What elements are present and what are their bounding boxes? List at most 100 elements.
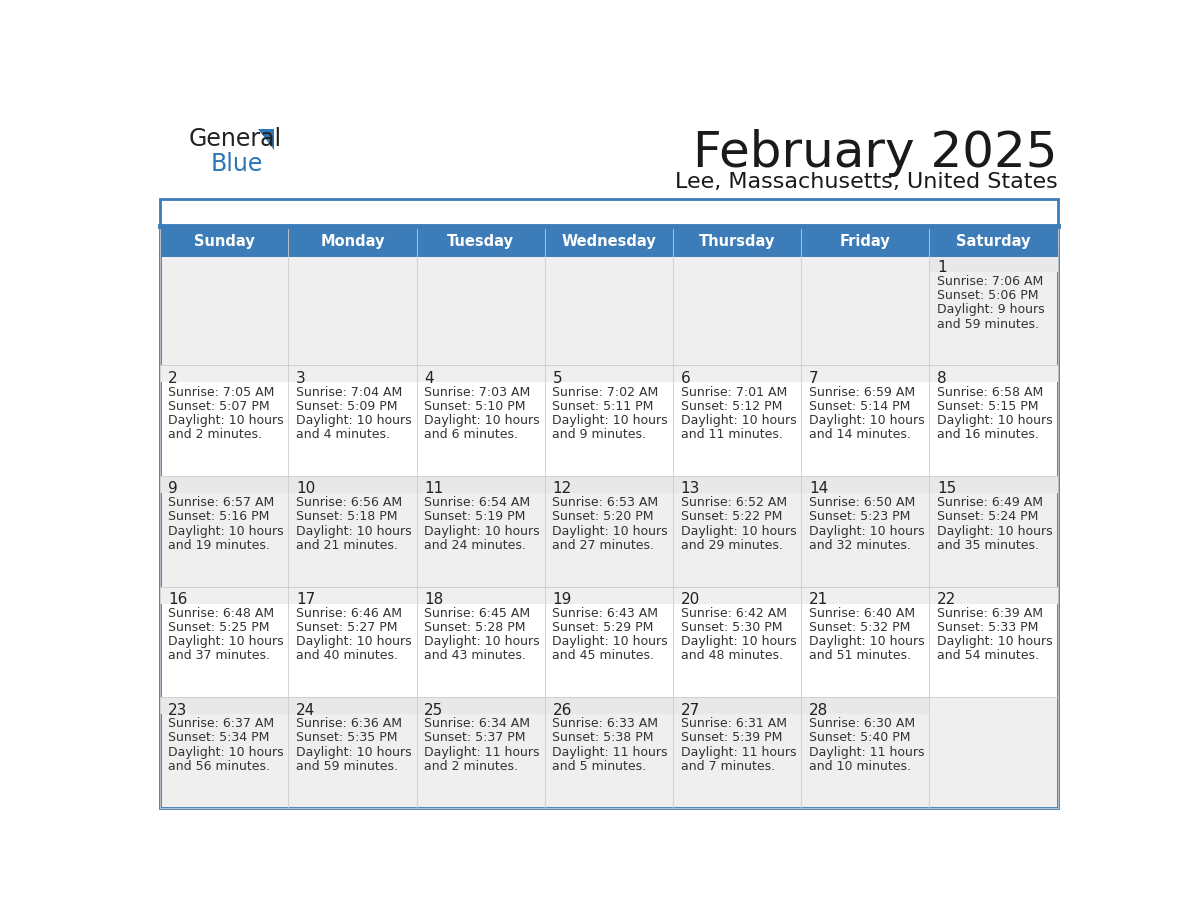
Text: Daylight: 10 hours: Daylight: 10 hours [937, 635, 1053, 648]
Text: and 19 minutes.: and 19 minutes. [168, 539, 270, 552]
Text: and 6 minutes.: and 6 minutes. [424, 428, 518, 442]
Text: Tuesday: Tuesday [447, 233, 514, 249]
Text: Sunrise: 7:04 AM: Sunrise: 7:04 AM [296, 386, 403, 398]
Text: 12: 12 [552, 481, 571, 497]
Text: and 2 minutes.: and 2 minutes. [168, 428, 261, 442]
Text: 9: 9 [168, 481, 178, 497]
Text: Daylight: 10 hours: Daylight: 10 hours [809, 524, 924, 538]
Text: Sunset: 5:30 PM: Sunset: 5:30 PM [681, 621, 782, 634]
Text: and 45 minutes.: and 45 minutes. [552, 649, 655, 663]
Text: 23: 23 [168, 702, 188, 718]
Text: Sunrise: 6:56 AM: Sunrise: 6:56 AM [296, 496, 403, 509]
Bar [289, 587, 417, 603]
Text: Sunset: 5:38 PM: Sunset: 5:38 PM [552, 732, 655, 744]
Text: Sunset: 5:28 PM: Sunset: 5:28 PM [424, 621, 526, 634]
Text: 16: 16 [168, 592, 188, 607]
Text: and 37 minutes.: and 37 minutes. [168, 649, 270, 663]
Text: Daylight: 10 hours: Daylight: 10 hours [168, 635, 284, 648]
Text: 15: 15 [937, 481, 956, 497]
Text: 20: 20 [681, 592, 700, 607]
Text: Daylight: 10 hours: Daylight: 10 hours [296, 414, 412, 427]
Text: Daylight: 10 hours: Daylight: 10 hours [681, 524, 796, 538]
Text: Lee, Massachusetts, United States: Lee, Massachusetts, United States [675, 172, 1057, 192]
Text: Sunrise: 6:46 AM: Sunrise: 6:46 AM [296, 607, 402, 620]
Text: Daylight: 11 hours: Daylight: 11 hours [424, 745, 539, 758]
Text: and 21 minutes.: and 21 minutes. [296, 539, 398, 552]
Text: Daylight: 9 hours: Daylight: 9 hours [937, 304, 1044, 317]
Text: 2: 2 [168, 371, 177, 386]
Text: Daylight: 10 hours: Daylight: 10 hours [168, 745, 284, 758]
Text: and 2 minutes.: and 2 minutes. [424, 760, 518, 773]
Text: Sunrise: 7:02 AM: Sunrise: 7:02 AM [552, 386, 659, 398]
Text: Sunset: 5:09 PM: Sunset: 5:09 PM [296, 399, 398, 413]
Text: Daylight: 10 hours: Daylight: 10 hours [168, 524, 284, 538]
Bar [160, 587, 289, 603]
Text: Blue: Blue [210, 151, 263, 175]
Bar [801, 587, 929, 603]
Text: 7: 7 [809, 371, 819, 386]
Text: Daylight: 10 hours: Daylight: 10 hours [552, 414, 668, 427]
Text: and 16 minutes.: and 16 minutes. [937, 428, 1040, 442]
Bar [160, 476, 289, 493]
Text: and 29 minutes.: and 29 minutes. [681, 539, 783, 552]
Text: Sunrise: 6:31 AM: Sunrise: 6:31 AM [681, 717, 786, 730]
Text: Sunset: 5:40 PM: Sunset: 5:40 PM [809, 732, 910, 744]
Bar [160, 476, 1057, 587]
Text: and 54 minutes.: and 54 minutes. [937, 649, 1040, 663]
Text: Sunrise: 7:06 AM: Sunrise: 7:06 AM [937, 274, 1043, 288]
Text: and 14 minutes.: and 14 minutes. [809, 428, 911, 442]
Text: Friday: Friday [840, 233, 891, 249]
Text: Sunset: 5:27 PM: Sunset: 5:27 PM [296, 621, 398, 634]
Bar [929, 476, 1057, 493]
Text: Sunset: 5:39 PM: Sunset: 5:39 PM [681, 732, 782, 744]
Text: Daylight: 10 hours: Daylight: 10 hours [296, 635, 412, 648]
Text: Sunrise: 6:36 AM: Sunrise: 6:36 AM [296, 717, 402, 730]
Bar [417, 697, 545, 714]
Text: and 10 minutes.: and 10 minutes. [809, 760, 911, 773]
Text: Daylight: 10 hours: Daylight: 10 hours [168, 414, 284, 427]
Text: Sunrise: 6:52 AM: Sunrise: 6:52 AM [681, 496, 786, 509]
Text: Sunrise: 6:45 AM: Sunrise: 6:45 AM [424, 607, 530, 620]
Text: Sunset: 5:29 PM: Sunset: 5:29 PM [552, 621, 653, 634]
Text: and 32 minutes.: and 32 minutes. [809, 539, 911, 552]
Text: 5: 5 [552, 371, 562, 386]
Text: Sunset: 5:34 PM: Sunset: 5:34 PM [168, 732, 270, 744]
Text: 3: 3 [296, 371, 305, 386]
Text: Daylight: 11 hours: Daylight: 11 hours [552, 745, 668, 758]
Text: and 56 minutes.: and 56 minutes. [168, 760, 270, 773]
Text: Sunrise: 6:53 AM: Sunrise: 6:53 AM [552, 496, 658, 509]
Text: Sunset: 5:14 PM: Sunset: 5:14 PM [809, 399, 910, 413]
Text: Sunrise: 6:57 AM: Sunrise: 6:57 AM [168, 496, 274, 509]
Text: Daylight: 10 hours: Daylight: 10 hours [424, 524, 539, 538]
Text: Sunrise: 6:39 AM: Sunrise: 6:39 AM [937, 607, 1043, 620]
Text: and 43 minutes.: and 43 minutes. [424, 649, 526, 663]
Text: 28: 28 [809, 702, 828, 718]
Bar [160, 227, 1057, 255]
Text: Sunset: 5:37 PM: Sunset: 5:37 PM [424, 732, 526, 744]
Text: and 7 minutes.: and 7 minutes. [681, 760, 775, 773]
Text: and 4 minutes.: and 4 minutes. [296, 428, 390, 442]
Text: Daylight: 10 hours: Daylight: 10 hours [552, 524, 668, 538]
Bar [417, 365, 545, 383]
Text: Sunset: 5:23 PM: Sunset: 5:23 PM [809, 510, 910, 523]
Text: Sunrise: 6:50 AM: Sunrise: 6:50 AM [809, 496, 915, 509]
Text: Sunrise: 7:03 AM: Sunrise: 7:03 AM [424, 386, 531, 398]
Text: 27: 27 [681, 702, 700, 718]
Text: Sunset: 5:32 PM: Sunset: 5:32 PM [809, 621, 910, 634]
Text: Sunday: Sunday [194, 233, 254, 249]
Bar [672, 697, 801, 714]
Text: Daylight: 10 hours: Daylight: 10 hours [552, 635, 668, 648]
Text: 24: 24 [296, 702, 315, 718]
Text: and 59 minutes.: and 59 minutes. [937, 318, 1040, 330]
Text: Monday: Monday [321, 233, 385, 249]
Text: and 59 minutes.: and 59 minutes. [296, 760, 398, 773]
Bar [160, 697, 1057, 808]
Text: Sunset: 5:25 PM: Sunset: 5:25 PM [168, 621, 270, 634]
Bar [801, 365, 929, 383]
Text: Daylight: 10 hours: Daylight: 10 hours [296, 745, 412, 758]
Text: 13: 13 [681, 481, 700, 497]
Text: and 27 minutes.: and 27 minutes. [552, 539, 655, 552]
Text: Daylight: 10 hours: Daylight: 10 hours [681, 635, 796, 648]
Text: Daylight: 10 hours: Daylight: 10 hours [424, 414, 539, 427]
Text: 8: 8 [937, 371, 947, 386]
